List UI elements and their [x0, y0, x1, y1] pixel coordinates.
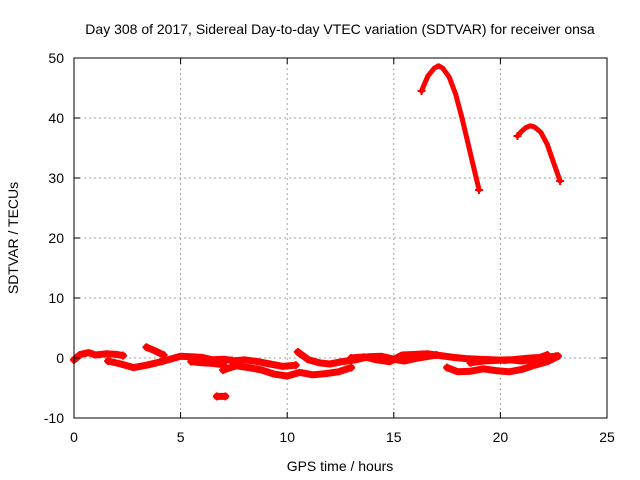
- series-baseline-d: [187, 358, 227, 369]
- axis-ticks: [73, 57, 608, 419]
- y-tick-label: 50: [48, 50, 64, 66]
- y-tick-label: 20: [48, 230, 64, 246]
- y-tick-labels: -10 0 10 20 30 40 50: [44, 50, 64, 426]
- y-tick-label: 0: [56, 350, 64, 366]
- series-baseline-a: [70, 349, 127, 364]
- x-tick-label: 5: [177, 429, 185, 445]
- grid: [74, 58, 607, 418]
- series-baseline-c: [143, 343, 167, 359]
- series-baseline-f: [228, 356, 300, 370]
- x-tick-label: 10: [279, 429, 295, 445]
- series-arc-2: [515, 123, 563, 184]
- x-tick-label: 25: [599, 429, 615, 445]
- series-arc-1: [419, 63, 482, 193]
- series-baseline-i: [443, 352, 562, 376]
- y-tick-label: 40: [48, 110, 64, 126]
- x-axis-label: GPS time / hours: [287, 458, 394, 474]
- x-tick-label: 0: [70, 429, 78, 445]
- series-baseline-e: [219, 362, 355, 380]
- y-axis-label: SDTVAR / TECUs: [5, 182, 21, 294]
- series-baseline-j: [467, 351, 551, 367]
- series-baseline-b: [104, 352, 236, 372]
- x-tick-label: 20: [493, 429, 509, 445]
- x-tick-label: 15: [386, 429, 402, 445]
- y-tick-label: -10: [44, 410, 64, 426]
- y-tick-label: 30: [48, 170, 64, 186]
- x-tick-labels: 0 5 10 15 20 25: [70, 429, 615, 445]
- y-tick-label: 10: [48, 290, 64, 306]
- data-series: [70, 63, 565, 401]
- chart-title: Day 308 of 2017, Sidereal Day-to-day VTE…: [85, 21, 595, 37]
